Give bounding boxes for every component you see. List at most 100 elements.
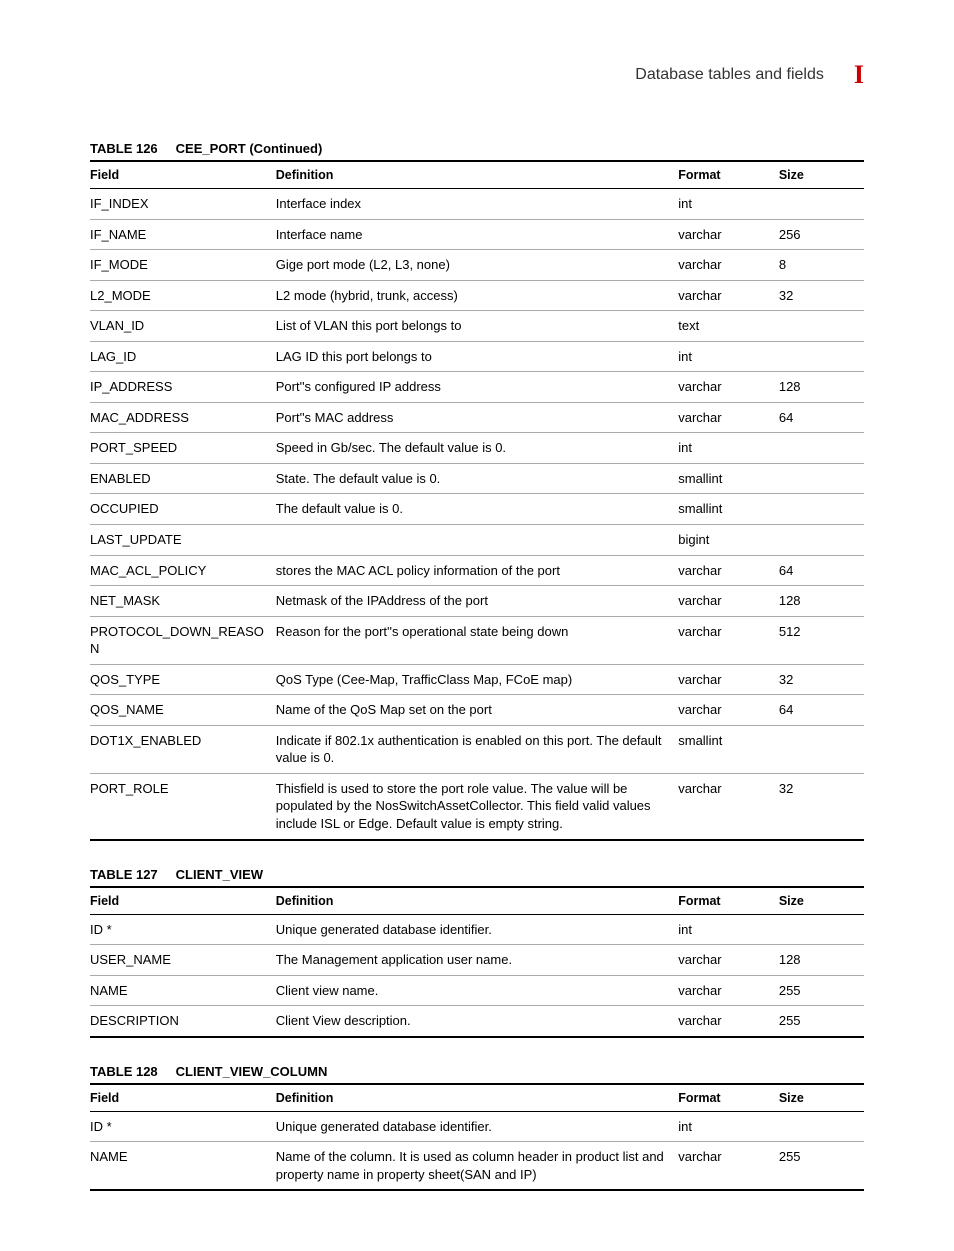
cell-definition: QoS Type (Cee-Map, TrafficClass Map, FCo… — [276, 664, 678, 695]
section-marker: I — [854, 60, 864, 90]
cell-field: PORT_SPEED — [90, 433, 276, 464]
cell-definition: Name of the QoS Map set on the port — [276, 695, 678, 726]
cell-field: IF_NAME — [90, 219, 276, 250]
cell-size: 128 — [779, 945, 864, 976]
cell-format: varchar — [678, 695, 779, 726]
cell-definition: Port''s configured IP address — [276, 372, 678, 403]
cell-format: int — [678, 1111, 779, 1142]
cell-size — [779, 725, 864, 773]
cell-field: DESCRIPTION — [90, 1006, 276, 1037]
cell-size: 32 — [779, 280, 864, 311]
caption-number: TABLE 127 — [90, 867, 158, 882]
cell-definition: LAG ID this port belongs to — [276, 341, 678, 372]
table-row: ID *Unique generated database identifier… — [90, 914, 864, 945]
cell-format: int — [678, 433, 779, 464]
cell-size: 32 — [779, 773, 864, 839]
table-row: IF_NAMEInterface namevarchar256 — [90, 219, 864, 250]
column-header-definition: Definition — [276, 1084, 678, 1112]
cell-definition: stores the MAC ACL policy information of… — [276, 555, 678, 586]
cell-definition: Client View description. — [276, 1006, 678, 1037]
cell-size: 128 — [779, 372, 864, 403]
cell-field: MAC_ACL_POLICY — [90, 555, 276, 586]
table-header-row: FieldDefinitionFormatSize — [90, 1084, 864, 1112]
table-row: USER_NAMEThe Management application user… — [90, 945, 864, 976]
table-row: PORT_ROLEThisfield is used to store the … — [90, 773, 864, 839]
cell-size — [779, 341, 864, 372]
table-row: DOT1X_ENABLEDIndicate if 802.1x authenti… — [90, 725, 864, 773]
cell-size — [779, 914, 864, 945]
cell-field: IP_ADDRESS — [90, 372, 276, 403]
cell-format: varchar — [678, 945, 779, 976]
table-row: IF_MODEGige port mode (L2, L3, none)varc… — [90, 250, 864, 281]
caption-name: CEE_PORT (Continued) — [176, 141, 323, 156]
page-header-title: Database tables and fields — [635, 66, 824, 84]
cell-definition: Interface name — [276, 219, 678, 250]
table-row: PROTOCOL_DOWN_REASONReason for the port'… — [90, 616, 864, 664]
column-header-size: Size — [779, 161, 864, 189]
cell-field: LAST_UPDATE — [90, 525, 276, 556]
table-row: QOS_NAMEName of the QoS Map set on the p… — [90, 695, 864, 726]
cell-field: IF_MODE — [90, 250, 276, 281]
data-table: FieldDefinitionFormatSizeID *Unique gene… — [90, 1083, 864, 1192]
cell-field: LAG_ID — [90, 341, 276, 372]
cell-field: ID * — [90, 1111, 276, 1142]
cell-definition: Netmask of the IPAddress of the port — [276, 586, 678, 617]
cell-format: varchar — [678, 219, 779, 250]
cell-field: QOS_TYPE — [90, 664, 276, 695]
cell-field: L2_MODE — [90, 280, 276, 311]
cell-field: DOT1X_ENABLED — [90, 725, 276, 773]
column-header-definition: Definition — [276, 887, 678, 915]
cell-size — [779, 525, 864, 556]
table-row: PORT_SPEEDSpeed in Gb/sec. The default v… — [90, 433, 864, 464]
table-row: MAC_ADDRESSPort''s MAC addressvarchar64 — [90, 402, 864, 433]
cell-field: PROTOCOL_DOWN_REASON — [90, 616, 276, 664]
caption-name: CLIENT_VIEW — [176, 867, 263, 882]
cell-size: 64 — [779, 402, 864, 433]
cell-size: 64 — [779, 695, 864, 726]
cell-definition: The default value is 0. — [276, 494, 678, 525]
cell-field: QOS_NAME — [90, 695, 276, 726]
cell-field: VLAN_ID — [90, 311, 276, 342]
cell-format: smallint — [678, 494, 779, 525]
table-row: MAC_ACL_POLICYstores the MAC ACL policy … — [90, 555, 864, 586]
cell-size — [779, 494, 864, 525]
cell-format: smallint — [678, 725, 779, 773]
cell-size: 64 — [779, 555, 864, 586]
cell-format: varchar — [678, 372, 779, 403]
column-header-field: Field — [90, 161, 276, 189]
table-row: NET_MASKNetmask of the IPAddress of the … — [90, 586, 864, 617]
cell-format: varchar — [678, 402, 779, 433]
column-header-format: Format — [678, 887, 779, 915]
cell-format: varchar — [678, 1006, 779, 1037]
data-table: FieldDefinitionFormatSizeIF_INDEXInterfa… — [90, 160, 864, 841]
cell-definition: Indicate if 802.1x authentication is ena… — [276, 725, 678, 773]
cell-size — [779, 463, 864, 494]
cell-size — [779, 189, 864, 220]
table-row: OCCUPIEDThe default value is 0.smallint — [90, 494, 864, 525]
caption-name: CLIENT_VIEW_COLUMN — [176, 1064, 328, 1079]
table-caption: TABLE 128CLIENT_VIEW_COLUMN — [90, 1063, 864, 1081]
table-row: L2_MODEL2 mode (hybrid, trunk, access)va… — [90, 280, 864, 311]
cell-field: USER_NAME — [90, 945, 276, 976]
cell-field: IF_INDEX — [90, 189, 276, 220]
cell-definition: Name of the column. It is used as column… — [276, 1142, 678, 1191]
cell-format: varchar — [678, 280, 779, 311]
cell-size: 255 — [779, 975, 864, 1006]
cell-format: varchar — [678, 773, 779, 839]
cell-size: 8 — [779, 250, 864, 281]
cell-definition: List of VLAN this port belongs to — [276, 311, 678, 342]
cell-format: bigint — [678, 525, 779, 556]
cell-field: PORT_ROLE — [90, 773, 276, 839]
cell-definition: The Management application user name. — [276, 945, 678, 976]
cell-format: int — [678, 914, 779, 945]
column-header-size: Size — [779, 1084, 864, 1112]
table-row: QOS_TYPEQoS Type (Cee-Map, TrafficClass … — [90, 664, 864, 695]
cell-definition: Speed in Gb/sec. The default value is 0. — [276, 433, 678, 464]
cell-field: OCCUPIED — [90, 494, 276, 525]
cell-format: varchar — [678, 250, 779, 281]
cell-field: MAC_ADDRESS — [90, 402, 276, 433]
cell-definition: Client view name. — [276, 975, 678, 1006]
cell-field: NAME — [90, 1142, 276, 1191]
cell-format: varchar — [678, 555, 779, 586]
cell-field: NAME — [90, 975, 276, 1006]
